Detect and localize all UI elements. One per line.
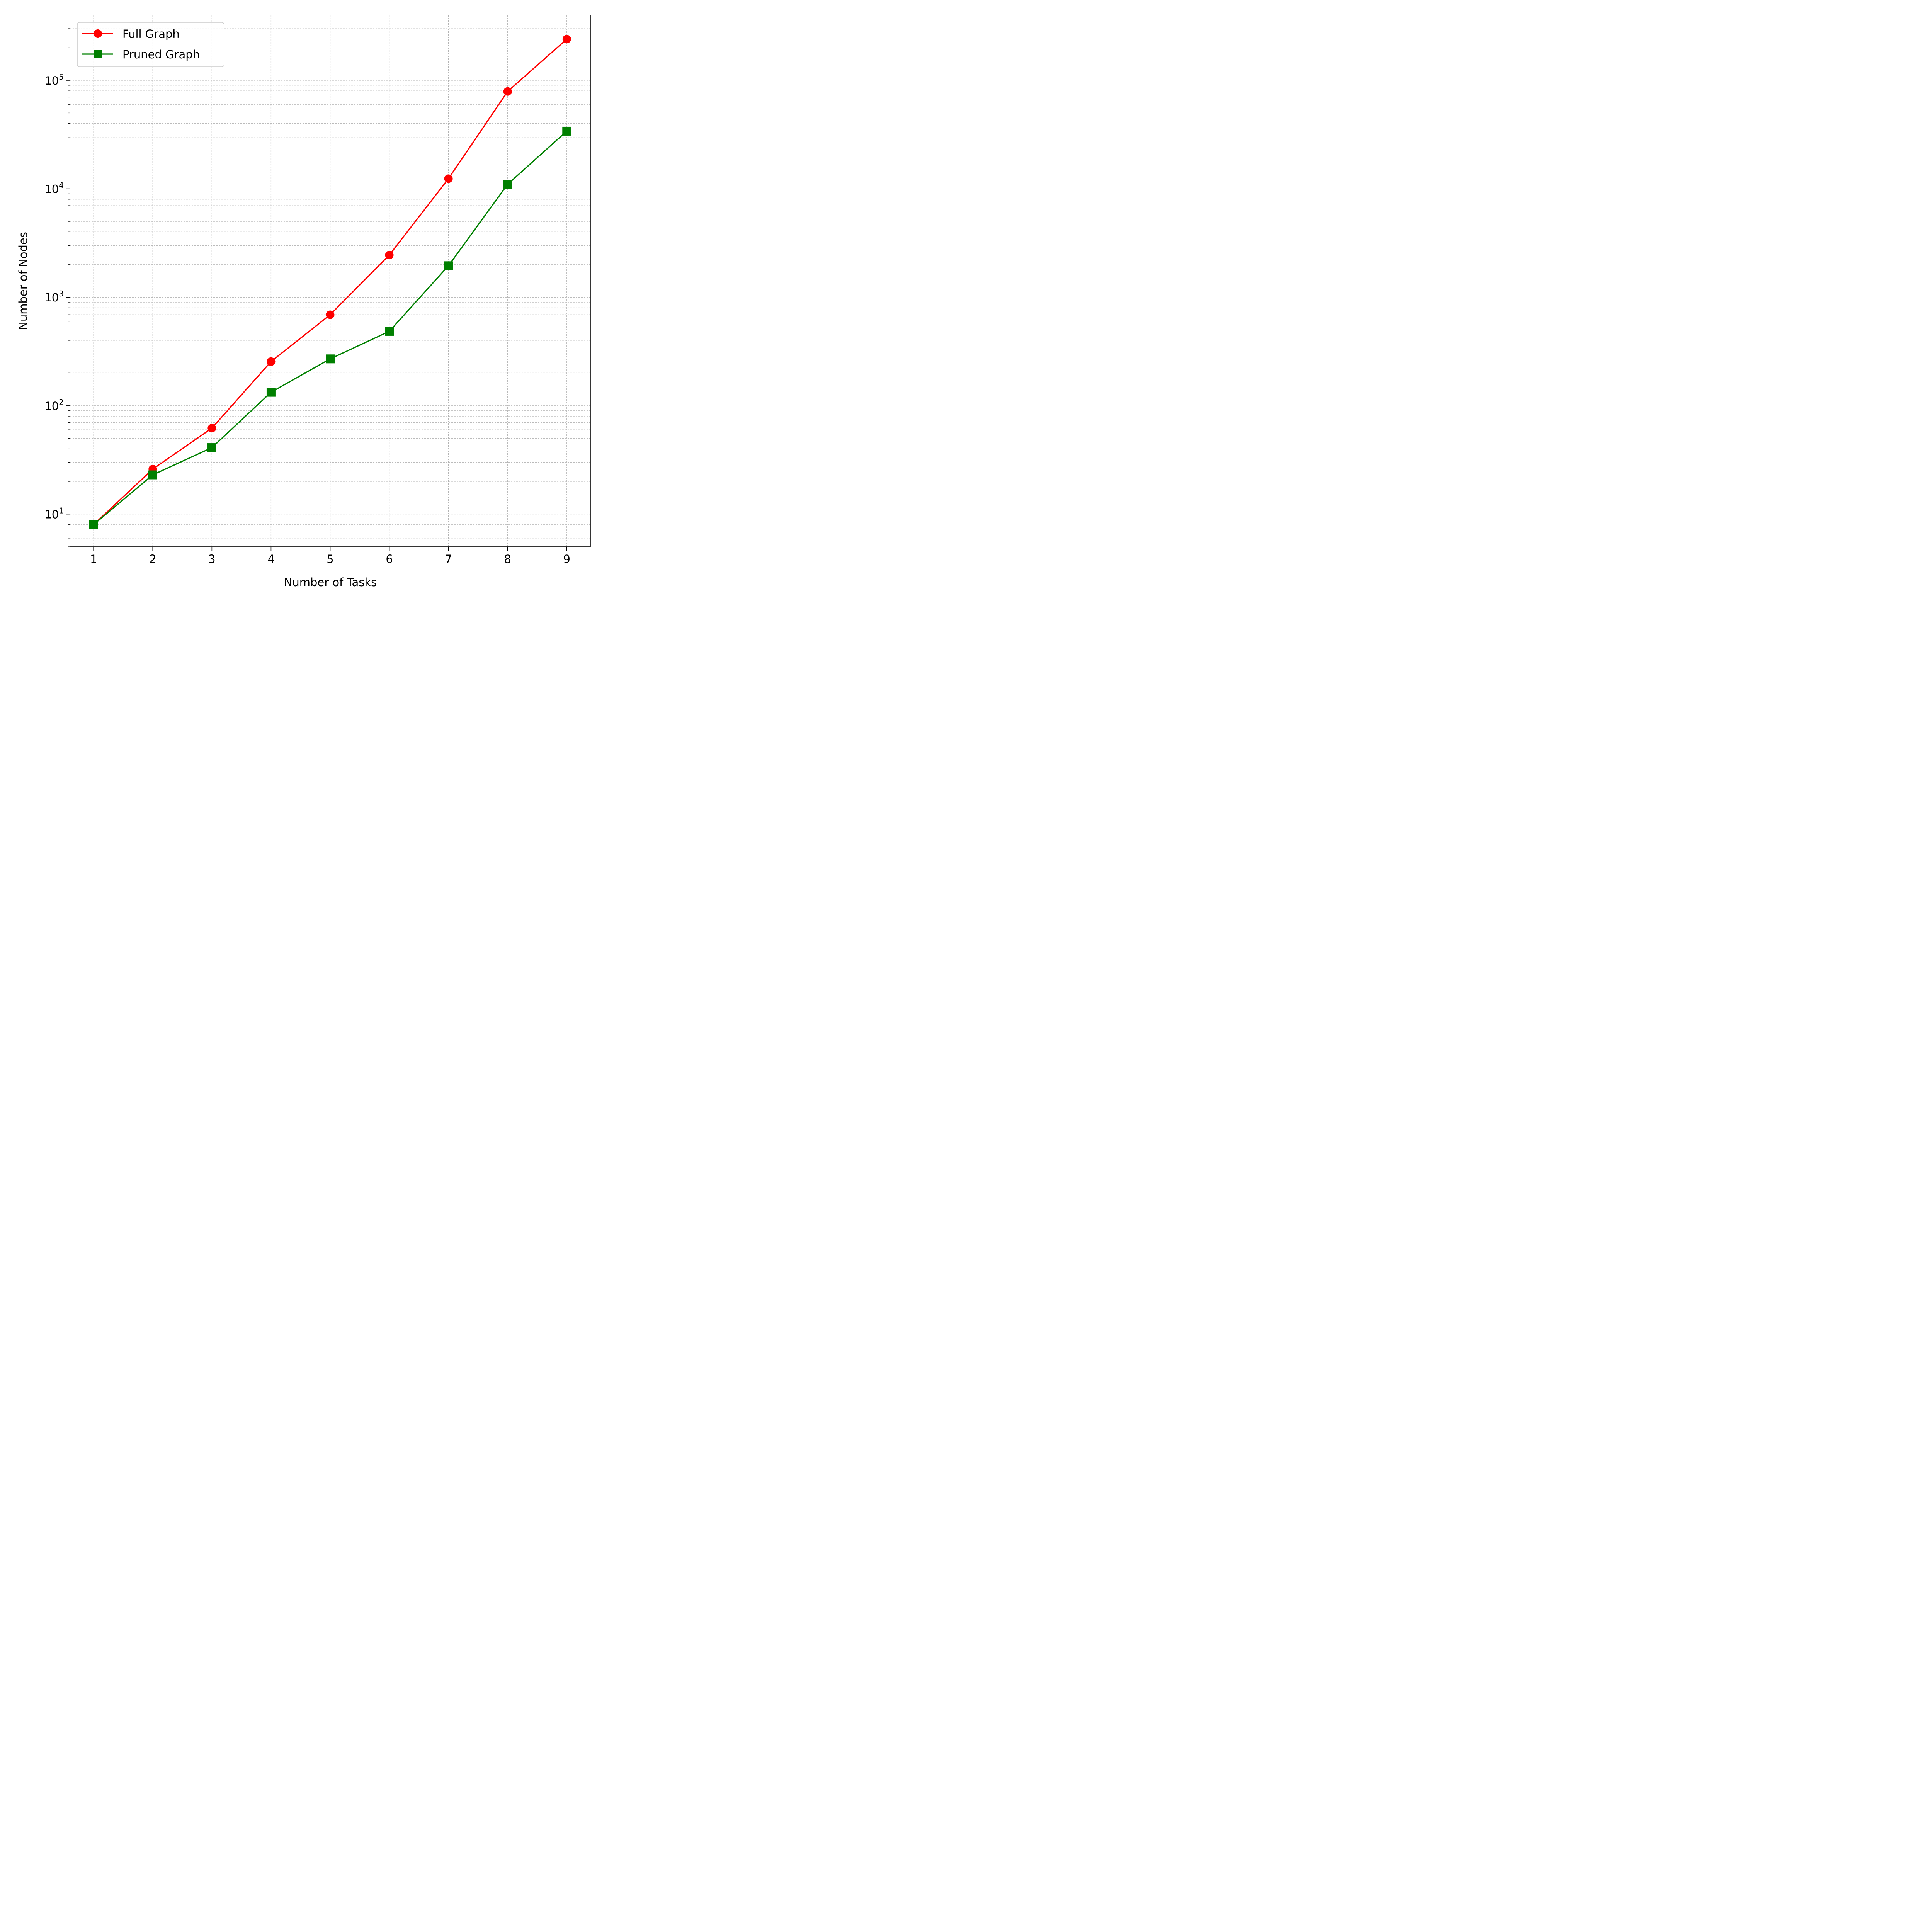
x-tick-label: 9 [563,553,570,566]
y-tick-label: 104 [44,181,64,196]
y-tick-label: 101 [44,506,64,521]
plot-series [89,35,571,529]
x-tick-label: 4 [267,553,274,566]
x-tick-label: 6 [386,553,393,566]
y-tick-label: 102 [44,398,64,413]
data-point-pruned-graph [89,520,98,529]
legend-frame [77,22,224,67]
chart: 1 2 3 4 5 6 7 8 9 101 102 103 104 105 Number of Tasks… [0,0,600,603]
y-axis-label: Number of Nodes [17,232,30,330]
y-tick-label: 105 [44,72,64,87]
legend-marker-pruned-graph [94,50,102,58]
x-tick-label: 7 [445,553,452,566]
data-point-full-graph [385,251,394,260]
x-axis-label: Number of Tasks [284,576,377,589]
data-point-pruned-graph [207,443,216,452]
x-tick-label: 8 [504,553,511,566]
data-point-pruned-graph [266,388,276,397]
x-tick-label: 5 [327,553,333,566]
series-full-graph [89,35,571,529]
data-point-full-graph [207,424,216,433]
data-point-full-graph [562,35,571,44]
data-point-pruned-graph [503,180,512,189]
data-point-full-graph [444,174,453,183]
x-tick-label: 1 [90,553,97,566]
data-point-pruned-graph [444,261,453,270]
x-tick-label: 2 [149,553,156,566]
legend-marker-full-graph [94,29,102,38]
legend-label-pruned-graph: Pruned Graph [122,48,200,61]
data-point-pruned-graph [326,354,335,364]
series-pruned-graph [89,126,571,529]
legend: Full Graph Pruned Graph [77,22,224,67]
y-tick-label: 103 [44,289,64,304]
x-tick-label: 3 [208,553,215,566]
data-point-full-graph [326,310,335,319]
data-point-full-graph [267,357,276,366]
data-point-pruned-graph [562,126,571,136]
legend-label-full-graph: Full Graph [122,27,180,41]
axis-ticks: 1 2 3 4 5 6 7 8 9 101 102 103 104 105 [44,15,570,566]
data-point-pruned-graph [148,470,157,480]
data-point-pruned-graph [385,327,394,336]
chart-background [0,0,600,603]
data-point-full-graph [503,87,512,96]
